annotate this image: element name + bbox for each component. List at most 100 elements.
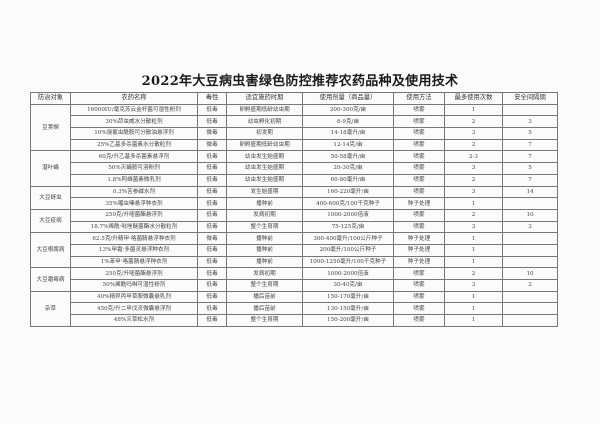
cell-toxicity: 微毒 (197, 127, 227, 140)
cell-application-method: 喷雾 (393, 150, 445, 164)
cell-application-period: 幼虫发生始盛期 (226, 150, 303, 164)
table-row: 450克/升二甲戊灵微囊悬浮剂 低毒 播后苗前 130-150毫升/亩 喷雾 1 (31, 302, 558, 316)
table-row: 25%乙基多杀菌素水分散粒剂 微毒 卵孵盛期低龄幼虫期 12-14克/亩 喷雾 2 7 (31, 138, 558, 152)
cell-pesticide-name: 16000IU/毫克苏云金杆菌可湿性粉剂 (70, 103, 198, 117)
cell-safety-interval: 10 (502, 267, 558, 280)
cell-application-period: 播种前 (226, 232, 303, 245)
cell-dosage: 150-170毫升/亩 (302, 290, 394, 304)
cell-max-applications: 1 (444, 314, 503, 327)
table-row: 大豆霜霉病 250克/升嘧菌酯悬浮剂 低毒 发病初期 1000-2000倍液 喷雾 2 10 (30, 267, 558, 292)
cell-safety-interval: 3 (502, 220, 558, 234)
cell-toxicity: 低毒 (197, 243, 227, 257)
cell-safety-interval: 7 (502, 138, 558, 152)
cell-toxicity: 低毒 (197, 173, 227, 187)
table-row: 1%苯甲·咯菌腈悬浮种衣剂 低毒 播种前 1000-1250毫升/100千克种子 种子处… (31, 255, 558, 269)
cell-safety-interval (502, 243, 558, 257)
table-row: 50%灭蝇胺可溶粉剂 低毒 幼虫发生始盛期 20-30克/亩 喷雾 3 5 (31, 162, 558, 175)
cell-dosage: 400-600克/100千克种子 (302, 197, 394, 210)
table-row: 50%烯酰吗啉可湿性粉剂 低毒 整个生育期 30-40克/亩 喷雾 3 2 (31, 279, 558, 292)
header-pesticide-name: 农药名称 (70, 92, 198, 105)
cell-toxicity: 低毒 (197, 185, 227, 199)
cell-application-period: 幼虫发生始盛期 (226, 173, 303, 187)
cell-max-applications: 1 (444, 255, 503, 269)
cell-safety-interval: 10 (502, 208, 558, 222)
cell-max-applications: 1 (444, 197, 503, 210)
header-application-period: 适宜施药时期 (226, 92, 303, 105)
cell-application-method: 喷雾 (393, 103, 445, 117)
cell-pesticide-name: 250克/升嘧菌酯悬浮剂 (70, 208, 198, 222)
cell-safety-interval: 3 (502, 115, 558, 129)
cell-target: 杂草 (30, 290, 71, 327)
cell-application-method: 种子处理 (393, 197, 445, 210)
cell-max-applications: 3 (444, 185, 503, 199)
cell-application-period: 播后苗前 (226, 290, 303, 304)
header-dosage: 使用剂量（商品量） (302, 92, 394, 105)
cell-toxicity: 低毒 (197, 220, 227, 234)
cell-safety-interval: 7 (502, 173, 558, 187)
cell-dosage: 1000-2000倍液 (302, 208, 394, 222)
cell-application-method: 种子处理 (393, 243, 445, 257)
cell-safety-interval (502, 314, 558, 327)
cell-pesticide-name: 62.5克/升精甲·咯菌腈悬浮种衣剂 (70, 232, 198, 245)
cell-pesticide-name: 13%甲霜·多菌灵悬浮种衣剂 (70, 243, 198, 257)
header-safety-interval: 安全间隔期 (502, 92, 558, 105)
cell-toxicity: 低毒 (197, 103, 227, 117)
cell-max-applications: 1 (444, 302, 503, 316)
cell-safety-interval (502, 302, 558, 316)
cell-application-period: 卵孵盛期低龄幼虫期 (226, 103, 303, 117)
cell-application-period: 播种前 (226, 197, 303, 210)
cell-application-method: 喷雾 (393, 173, 445, 187)
pesticide-table: 防治对象 农药名称 毒性 适宜施药时期 使用剂量（商品量） 使用方法 最多使用次数 安全间隔期… (30, 92, 558, 327)
cell-safety-interval (502, 197, 558, 210)
cell-toxicity: 低毒 (197, 302, 227, 316)
cell-pesticide-name: 40%精异丙甲草胺微囊悬乳剂 (70, 290, 198, 304)
cell-application-method: 喷雾 (393, 115, 445, 129)
cell-safety-interval (502, 290, 558, 304)
cell-dosage: 1000-2000倍液 (302, 267, 394, 280)
cell-dosage: 6-9克/亩 (302, 115, 394, 129)
cell-dosage: 75-125克/亩 (302, 220, 394, 234)
cell-pesticide-name: 35%噻虫嗪悬浮种衣剂 (70, 197, 198, 210)
cell-dosage: 130-150毫升/亩 (302, 302, 394, 316)
table-row: 18.7%烯酰·吡唑醚菌酯水分散粒剂 低毒 整个生育期 75-125克/亩 喷雾 3 3 (31, 220, 558, 234)
cell-safety-interval (502, 232, 558, 245)
cell-max-applications: 2 (444, 208, 503, 222)
table-header-row: 防治对象 农药名称 毒性 适宜施药时期 使用剂量（商品量） 使用方法 最多使用次数 安全间隔期 (30, 92, 558, 105)
cell-application-method: 喷雾 (393, 138, 445, 152)
cell-application-period: 整个生育期 (226, 279, 303, 292)
cell-target: 大豆霜霉病 (30, 267, 71, 292)
cell-safety-interval: 7 (502, 150, 558, 164)
cell-application-period: 幼虫孵化初期 (226, 115, 303, 129)
cell-toxicity: 低毒 (197, 197, 227, 210)
cell-application-period: 整个生育期 (226, 314, 303, 327)
cell-application-period: 整个生育期 (226, 220, 303, 234)
cell-max-applications: 2 (444, 173, 503, 187)
cell-safety-interval: 14 (502, 185, 558, 199)
cell-toxicity: 低毒 (197, 115, 227, 129)
header-toxicity: 毒性 (197, 92, 227, 105)
cell-application-period: 发生始盛期 (226, 185, 303, 199)
header-application-method: 使用方法 (393, 92, 445, 105)
cell-pesticide-name: 25%乙基多杀菌素水分散粒剂 (70, 138, 198, 152)
cell-pesticide-name: 18.7%烯酰·吡唑醚菌酯水分散粒剂 (70, 220, 198, 234)
cell-dosage: 30-40克/亩 (302, 279, 394, 292)
cell-toxicity: 低毒 (197, 208, 227, 222)
cell-dosage: 14-18毫升/亩 (302, 127, 394, 140)
cell-target: 大豆蚜虫 (30, 185, 71, 210)
cell-toxicity: 微毒 (197, 232, 227, 245)
cell-dosage: 200毫升/100公斤种子 (302, 243, 394, 257)
table-row: 10%溴氰虫酰胺可分散油悬浮剂 微毒 初发期 14-18毫升/亩 喷雾 3 5 (31, 127, 558, 140)
cell-pesticide-name: 250克/升嘧菌酯悬浮剂 (70, 267, 198, 280)
cell-application-method: 喷雾 (393, 267, 445, 280)
cell-application-period: 初发期 (226, 127, 303, 140)
cell-dosage: 200-300克/亩 (302, 103, 394, 117)
cell-max-applications: 3 (444, 127, 503, 140)
cell-pesticide-name: 1.8%阿维菌素微乳剂 (70, 173, 198, 187)
cell-dosage: 50-58毫升/亩 (302, 150, 394, 164)
cell-dosage: 20-30克/亩 (302, 162, 394, 175)
cell-application-method: 喷雾 (393, 208, 445, 222)
cell-application-period: 播后苗前 (226, 302, 303, 316)
table-row: 潜叶蝇 60克/升乙基多杀菌素悬浮剂 低毒 幼虫发生始盛期 50-58毫升/亩 喷雾 2-3… (30, 150, 558, 187)
table-row: 大豆根腐病 62.5克/升精甲·咯菌腈悬浮种衣剂 微毒 播种前 300-400毫升/10… (30, 232, 558, 269)
table-row: 1.8%阿维菌素微乳剂 低毒 幼虫发生始盛期 60-80毫升/亩 喷雾 2 7 (31, 173, 558, 187)
